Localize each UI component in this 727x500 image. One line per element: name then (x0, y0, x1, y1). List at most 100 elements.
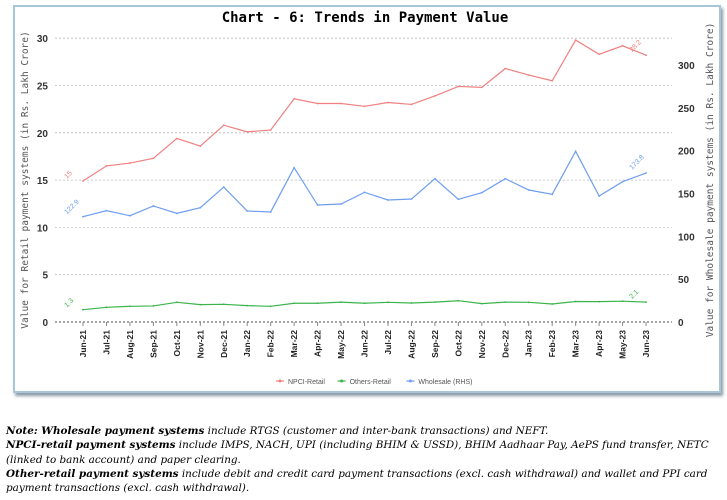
x-tick-label: Jul-21 (101, 330, 111, 355)
data-point (598, 300, 601, 303)
data-point (129, 162, 131, 164)
end-data-label: 173.8 (629, 154, 646, 171)
data-point (293, 302, 296, 305)
data-point (222, 186, 225, 188)
x-tick-label: Mar-23 (571, 330, 581, 358)
data-point (82, 215, 84, 218)
y2-tick-label: 200 (678, 147, 695, 158)
data-point (551, 303, 554, 305)
y-tick-label: 25 (37, 82, 49, 93)
x-tick-label: Nov-22 (477, 330, 487, 359)
x-axis-ticks: Jun-21 Jul-21 Aug-21 Sep-21 Oct-21 Nov-21 Dec-… (78, 322, 651, 359)
data-point (152, 205, 155, 207)
data-point (621, 180, 624, 183)
data-point (504, 177, 507, 180)
data-point (387, 101, 389, 104)
data-point (410, 103, 413, 106)
legend-marker (408, 379, 412, 383)
data-point (480, 191, 483, 194)
chart: Chart - 6: Trends in Payment Value 0 5 10 1… (20, 10, 716, 386)
data-point (175, 301, 178, 304)
data-point (316, 302, 319, 305)
y2-tick-label: 300 (678, 61, 695, 72)
note-2: NPCI-retail payment systems include IMPS… (6, 439, 709, 466)
right-axis-label: Value for Wholesale payment systems (in … (705, 23, 716, 338)
series-line-wholesale-rhs- (82, 150, 647, 218)
data-point (598, 195, 601, 197)
data-point (480, 86, 483, 89)
data-point (574, 39, 577, 41)
chart-title: Chart - 6: Trends in Payment Value (222, 10, 509, 26)
data-point (199, 206, 202, 209)
gridlines (55, 37, 672, 323)
data-point (316, 204, 319, 206)
x-tick-label: Jan-23 (524, 330, 534, 357)
y-tick-label: 10 (37, 223, 49, 234)
x-tick-label: Dec-21 (219, 330, 229, 358)
data-point (387, 301, 389, 304)
y2-tick-label: 100 (678, 232, 695, 243)
x-tick-label: Dec-22 (500, 330, 510, 358)
data-point (363, 191, 366, 194)
data-point (504, 67, 507, 70)
y2-tick-label: 250 (678, 104, 695, 115)
data-point (574, 150, 577, 153)
y-tick-label: 30 (37, 34, 49, 45)
x-tick-label: Feb-23 (547, 330, 557, 358)
data-point (434, 95, 436, 97)
data-point (340, 102, 342, 105)
x-tick-label: May-23 (618, 330, 628, 359)
data-point (129, 214, 131, 217)
data-point (316, 102, 319, 105)
data-point (246, 210, 249, 212)
data-point (105, 306, 108, 309)
x-tick-label: Sep-22 (430, 330, 440, 358)
chart-frame (13, 5, 721, 393)
left-axis-label: Value for Retail payment systems (in Rs.… (20, 31, 31, 328)
data-point (199, 145, 202, 147)
y2-tick-label: 0 (678, 318, 684, 329)
data-point (434, 177, 436, 180)
x-tick-label: Sep-21 (148, 330, 158, 358)
x-tick-label: Jul-22 (383, 330, 393, 355)
data-point (457, 85, 460, 88)
notes: Note: Wholesale payment systems include … (6, 424, 721, 495)
y-tick-label: 20 (37, 129, 49, 140)
data-point (269, 211, 272, 213)
data-point (387, 199, 389, 201)
data-point (222, 303, 225, 306)
data-point (527, 301, 530, 304)
data-point (457, 299, 460, 302)
data-point (152, 305, 155, 307)
data-point (645, 301, 647, 304)
x-tick-label: Mar-22 (289, 330, 299, 358)
data-point (175, 137, 178, 140)
data-point (82, 180, 84, 182)
data-point (269, 305, 272, 308)
data-point (410, 302, 413, 304)
data-point (293, 97, 296, 100)
y-tick-label: 5 (42, 271, 48, 282)
series-line-npci-retail (82, 39, 647, 182)
data-point (621, 300, 624, 303)
data-point (269, 129, 272, 131)
data-point (457, 198, 460, 201)
start-data-label: 122.9 (63, 199, 80, 216)
x-tick-label: Apr-22 (313, 330, 323, 357)
data-point (363, 302, 366, 305)
data-point (527, 189, 530, 191)
legend-label: Wholesale (RHS) (418, 379, 472, 386)
data-point (82, 308, 84, 311)
data-point (105, 209, 108, 212)
x-tick-label: Aug-21 (125, 330, 135, 359)
x-tick-label: Jan-22 (242, 330, 252, 357)
end-data-label: 2.1 (629, 289, 641, 301)
data-point (551, 79, 554, 82)
data-point (293, 166, 296, 169)
left-axis-ticks: 0 5 10 15 20 25 30 (37, 34, 49, 329)
x-tick-label: Jun-21 (78, 330, 88, 358)
data-point (410, 198, 413, 200)
right-axis-ticks: 0 50 100 150 200 250 300 (678, 61, 695, 329)
data-point (340, 301, 342, 304)
